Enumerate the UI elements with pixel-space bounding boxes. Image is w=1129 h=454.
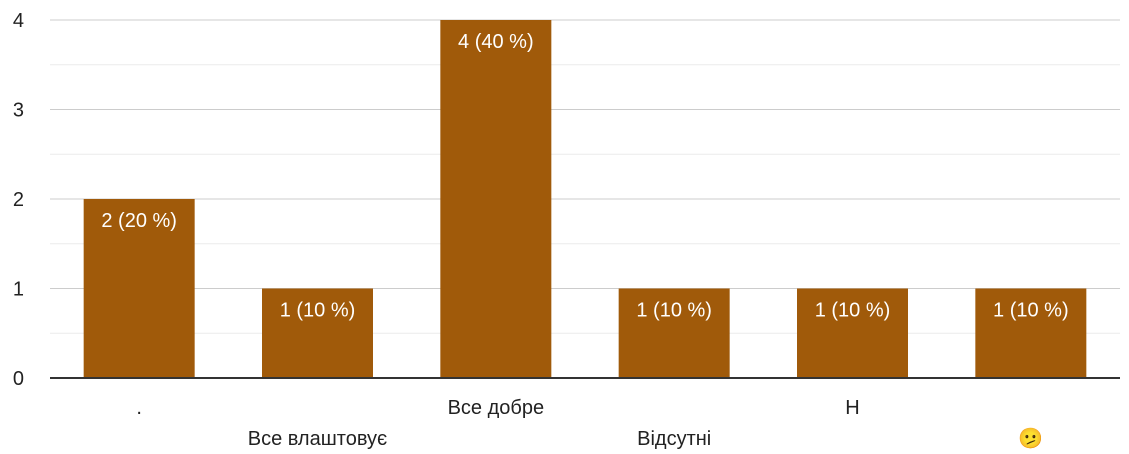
x-category-label: Все влаштовує <box>248 428 387 450</box>
bars: 2 (20 %) 1 (10 %) 4 (40 %) 1 (10 %) 1 (10 %)… <box>83 20 1087 378</box>
bar <box>440 20 552 378</box>
bar-data-label: 1 (10 %) <box>815 300 891 322</box>
gridlines <box>50 19 1120 334</box>
bar <box>618 288 730 378</box>
bar <box>975 288 1087 378</box>
x-axis-labels: . Все влаштовує Все добре Відсутні Н 🫤 <box>136 397 1043 450</box>
y-tick-label: 1 <box>13 279 24 301</box>
x-category-label: 🫤 <box>1018 427 1043 450</box>
y-tick-label: 3 <box>13 100 24 122</box>
x-category-label: Відсутні <box>637 428 711 450</box>
bar-data-label: 1 (10 %) <box>280 300 356 322</box>
y-tick-label: 0 <box>13 368 24 390</box>
bar <box>262 288 373 378</box>
x-category-label: Все добре <box>448 397 545 419</box>
bar <box>797 288 908 378</box>
y-tick-label: 4 <box>13 10 24 32</box>
y-tick-label: 2 <box>13 189 24 211</box>
bar <box>83 199 195 378</box>
x-category-label: Н <box>845 397 859 419</box>
x-category-label: . <box>136 397 142 419</box>
bar-data-label: 1 (10 %) <box>993 300 1069 322</box>
y-axis-ticks: 0 1 2 3 4 <box>13 10 24 390</box>
bar-data-label: 4 (40 %) <box>458 31 534 53</box>
bar-data-label: 1 (10 %) <box>636 300 712 322</box>
bar-data-label: 2 (20 %) <box>101 210 177 232</box>
